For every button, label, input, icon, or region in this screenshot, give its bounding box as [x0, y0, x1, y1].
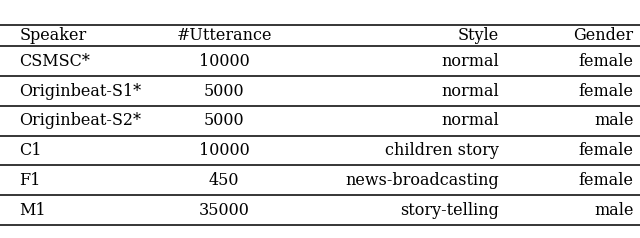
Text: Originbeat-S2*: Originbeat-S2* — [19, 112, 141, 129]
Text: 5000: 5000 — [204, 112, 244, 129]
Text: female: female — [579, 142, 634, 159]
Text: Originbeat-S1*: Originbeat-S1* — [19, 83, 141, 99]
Text: children story: children story — [385, 142, 499, 159]
Text: 10000: 10000 — [198, 53, 250, 70]
Text: CSMSC*: CSMSC* — [19, 53, 90, 70]
Text: Gender: Gender — [573, 27, 634, 44]
Text: male: male — [594, 112, 634, 129]
Text: 35000: 35000 — [198, 202, 250, 218]
Text: normal: normal — [442, 53, 499, 70]
Text: normal: normal — [442, 112, 499, 129]
Text: Style: Style — [458, 27, 499, 44]
Text: 450: 450 — [209, 172, 239, 189]
Text: #Utterance: #Utterance — [176, 27, 272, 44]
Text: female: female — [579, 53, 634, 70]
Text: 5000: 5000 — [204, 83, 244, 99]
Text: news-broadcasting: news-broadcasting — [346, 172, 499, 189]
Text: female: female — [579, 172, 634, 189]
Text: male: male — [594, 202, 634, 218]
Text: Speaker: Speaker — [19, 27, 86, 44]
Text: M1: M1 — [19, 202, 46, 218]
Text: story-telling: story-telling — [401, 202, 499, 218]
Text: F1: F1 — [19, 172, 40, 189]
Text: normal: normal — [442, 83, 499, 99]
Text: female: female — [579, 83, 634, 99]
Text: 10000: 10000 — [198, 142, 250, 159]
Text: C1: C1 — [19, 142, 42, 159]
